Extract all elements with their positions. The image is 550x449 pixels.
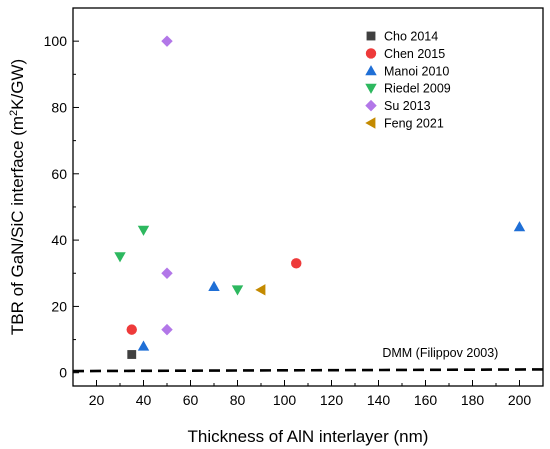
legend-label: Su 2013 <box>384 99 431 113</box>
x-tick-label: 120 <box>320 392 344 408</box>
y-tick-label: 0 <box>59 365 67 381</box>
x-tick-label: 180 <box>461 392 485 408</box>
legend-label: Riedel 2009 <box>384 82 451 96</box>
legend-label: Chen 2015 <box>384 47 445 61</box>
legend-label: Feng 2021 <box>384 117 444 131</box>
x-tick-label: 160 <box>414 392 438 408</box>
x-axis-title: Thickness of AlN interlayer (nm) <box>188 427 429 446</box>
ticks-layer: 20 40 60 80 100 120 140 160 180 200 0 20 40 60 80 100 <box>44 7 544 408</box>
dmm-line <box>72 368 544 373</box>
data-point <box>137 340 150 351</box>
data-point <box>137 225 150 236</box>
legend-marker <box>365 65 377 76</box>
y-axis-title: TBR of GaN/SiC interface (m2K/GW) <box>8 59 27 335</box>
legend-label: Manoi 2010 <box>384 64 449 78</box>
data-point <box>291 258 302 269</box>
y-tick-label: 100 <box>44 33 68 49</box>
data-point <box>161 323 173 336</box>
data-point <box>513 221 526 232</box>
x-tick-label: 40 <box>136 392 152 408</box>
dmm-label: DMM (Filippov 2003) <box>382 346 498 360</box>
y-tick-label: 80 <box>51 99 67 115</box>
x-tick-label: 60 <box>183 392 199 408</box>
data-point <box>127 350 137 359</box>
data-point <box>161 35 173 47</box>
data-point <box>126 324 137 335</box>
plot-frame <box>72 7 544 387</box>
y-axis-title-unit: K/GW) <box>8 59 27 110</box>
y-tick-label: 60 <box>51 166 67 182</box>
data-point <box>114 252 126 263</box>
x-tick-label: 140 <box>367 392 391 408</box>
y-axis-title-main: TBR of GaN/SiC interface (m <box>8 116 27 335</box>
legend-marker <box>365 117 376 129</box>
legend-marker <box>365 83 377 94</box>
data-point <box>208 280 220 291</box>
x-tick-label: 100 <box>273 392 297 408</box>
data-point <box>161 267 173 279</box>
x-tick-label: 20 <box>89 392 105 408</box>
dmm-layer <box>72 368 544 373</box>
y-tick-label: 20 <box>51 298 67 314</box>
y-tick-label: 40 <box>51 232 67 248</box>
y-axis-title-superscript: 2 <box>8 110 20 116</box>
legend-marker <box>365 99 377 112</box>
x-tick-label: 80 <box>230 392 246 408</box>
legend-marker <box>365 48 377 59</box>
x-tick-label: 200 <box>508 392 532 408</box>
legend-marker <box>366 31 376 41</box>
legend: Cho 2014 Chen 2015 Manoi 2010 Riedel 2009 Su… <box>365 30 451 131</box>
points-layer <box>114 35 526 359</box>
legend-label: Cho 2014 <box>384 30 438 44</box>
data-point <box>231 285 244 296</box>
data-point <box>255 284 266 296</box>
